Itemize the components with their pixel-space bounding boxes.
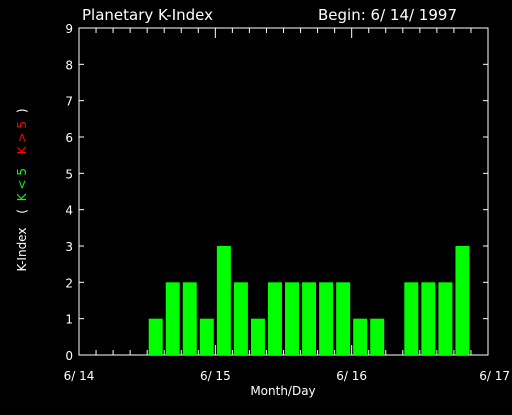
bar-10 xyxy=(250,318,265,355)
x-tick-label-0: 6/ 14 xyxy=(64,369,95,383)
y-tick-label-9: 9 xyxy=(65,22,73,36)
y-tick-label-1: 1 xyxy=(65,313,73,327)
y-tick-label-5: 5 xyxy=(65,167,73,181)
bar-6 xyxy=(182,282,197,355)
y-axis: 0 1 2 3 4 5 6 7 8 9 xyxy=(65,22,488,363)
bars-group xyxy=(148,246,470,355)
x-tick-label-1: 6/ 15 xyxy=(200,369,231,383)
bar-5 xyxy=(165,282,180,355)
x-axis: 6/ 14 6/ 15 6/ 16 6/ 17 xyxy=(64,28,510,383)
y-tick-label-8: 8 xyxy=(65,58,73,72)
x-tick-label-2: 6/ 16 xyxy=(336,369,367,383)
x-axis-label: Month/Day xyxy=(250,384,315,398)
y-tick-label-6: 6 xyxy=(65,131,73,145)
bar-20 xyxy=(421,282,436,355)
bar-15 xyxy=(336,282,351,355)
bar-19 xyxy=(404,282,419,355)
x-tick-label-3: 6/ 17 xyxy=(479,369,510,383)
y-tick-label-0: 0 xyxy=(65,349,73,363)
bar-16 xyxy=(353,318,368,355)
y-axis-label: K-Index ( K < 5 K > 5 ) xyxy=(15,108,29,271)
bar-21 xyxy=(438,282,453,355)
y-tick-label-7: 7 xyxy=(65,95,73,109)
y-axis-label-open: ( xyxy=(15,209,29,214)
chart-title: Planetary K-Index xyxy=(82,6,213,24)
begin-date-label: Begin: 6/ 14/ 1997 xyxy=(318,6,457,24)
bar-11 xyxy=(267,282,282,355)
bar-9 xyxy=(233,282,248,355)
y-axis-label-main: K-Index xyxy=(15,228,29,272)
svg-text:K-Index ( K <: K-Index ( K < 5 K > 5 ) xyxy=(15,108,29,271)
bar-4 xyxy=(148,318,163,355)
bar-14 xyxy=(319,282,334,355)
bar-17 xyxy=(370,318,385,355)
y-axis-label-green: K < 5 xyxy=(15,168,29,201)
bar-13 xyxy=(302,282,317,355)
bar-22 xyxy=(455,246,470,355)
y-tick-label-4: 4 xyxy=(65,204,73,218)
y-tick-label-2: 2 xyxy=(65,276,73,290)
bar-12 xyxy=(285,282,299,355)
bar-7 xyxy=(199,318,214,355)
y-axis-label-close: ) xyxy=(15,108,29,113)
bar-8 xyxy=(216,246,231,355)
y-tick-label-3: 3 xyxy=(65,240,73,254)
y-axis-label-red: K > 5 xyxy=(15,121,29,154)
